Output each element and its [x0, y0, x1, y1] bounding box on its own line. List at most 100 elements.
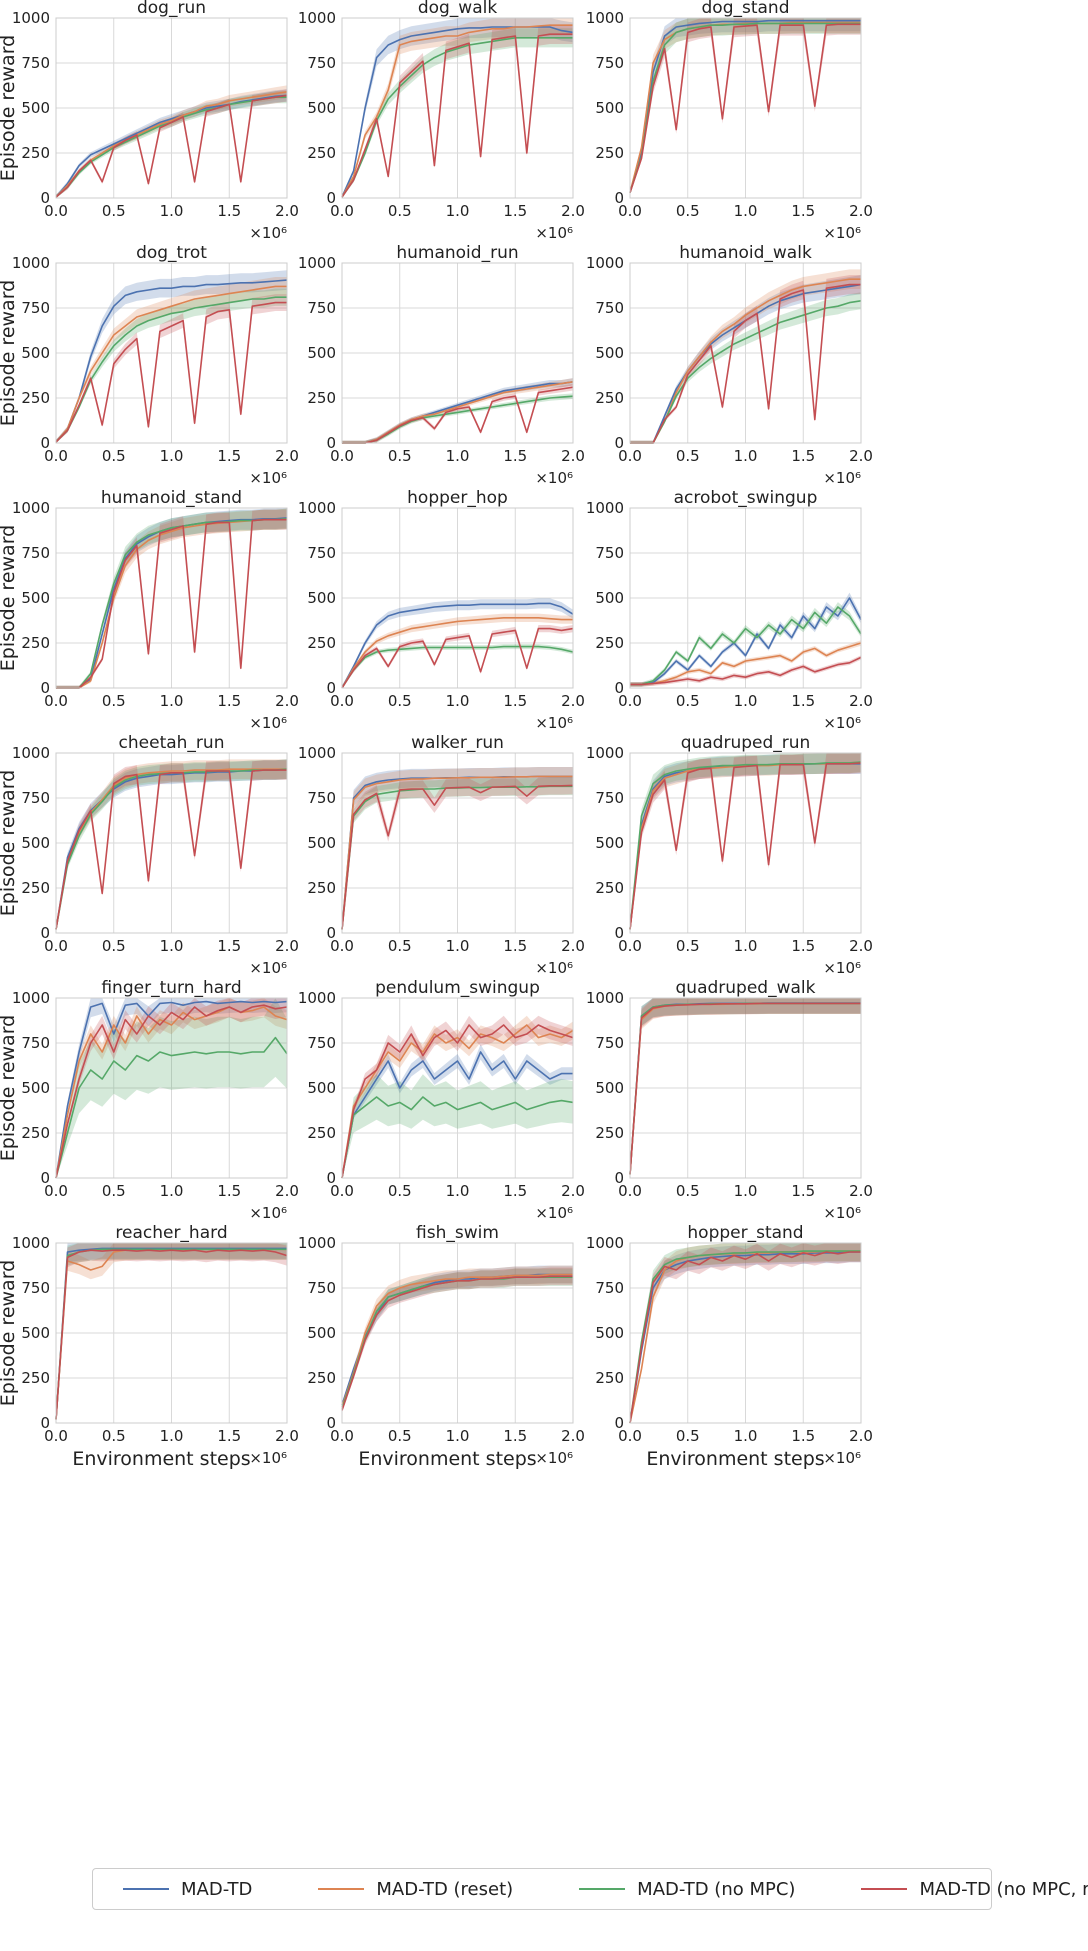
band-hopper_hop-0	[342, 598, 573, 688]
x-tick-label: 1.0	[160, 447, 184, 465]
x-tick-label: 1.0	[160, 1427, 184, 1445]
series-line-humanoid_walk-3	[630, 283, 861, 444]
band-pendulum_swingup-2	[342, 1074, 573, 1178]
series-line-acrobot_swingup-3	[630, 656, 862, 686]
x-tick-label: 1.5	[503, 202, 527, 220]
series-line-dog_stand-0	[629, 19, 861, 193]
axes-frame	[55, 1242, 288, 1424]
band-reacher_hard-1	[56, 1243, 287, 1422]
y-tick-label: 1000	[586, 1234, 624, 1252]
band-cheetah_run-3	[56, 760, 287, 932]
x-tick-label: 0.0	[44, 692, 68, 710]
y-tick-label: 1000	[12, 744, 50, 762]
y-tick-label: 250	[595, 879, 624, 897]
axes-frame	[629, 752, 862, 934]
band-humanoid_walk-0	[630, 275, 861, 443]
y-tick-label: 1000	[298, 9, 336, 27]
x-tick-label: 1.0	[446, 1182, 470, 1200]
series-line-dog_stand-1	[629, 21, 861, 193]
legend-label: MAD-TD (no MPC)	[637, 1878, 796, 1900]
x-axis-label: Environment steps	[358, 1448, 536, 1470]
x-multiplier-label: ×10⁶	[249, 714, 287, 732]
y-tick-label: 750	[595, 54, 624, 72]
y-tick-label: 0	[614, 189, 624, 207]
y-tick-label: 0	[614, 924, 624, 942]
series-line-humanoid_stand-2	[56, 518, 288, 689]
axes-frame	[55, 752, 288, 934]
y-tick-label: 500	[21, 589, 50, 607]
x-tick-label: 1.5	[217, 937, 241, 955]
x-tick-label: 0.0	[618, 447, 642, 465]
y-tick-label: 750	[595, 544, 624, 562]
x-tick-label: 2.0	[561, 1182, 585, 1200]
band-quadruped_run-2	[630, 753, 861, 932]
band-humanoid_stand-0	[56, 508, 287, 688]
band-quadruped_walk-0	[630, 998, 861, 1177]
legend-swatch	[579, 1888, 626, 1890]
y-tick-label: 0	[326, 1414, 336, 1432]
x-tick-label: 0.0	[618, 1182, 642, 1200]
x-tick-label: 2.0	[849, 202, 873, 220]
series-line-dog_walk-1	[341, 24, 573, 198]
axes-frame	[629, 1242, 862, 1424]
band-hopper_hop-2	[342, 644, 573, 688]
x-tick-label: 0.5	[676, 1427, 700, 1445]
series-line-humanoid_run-3	[342, 386, 574, 444]
band-hopper_stand-0	[630, 1243, 861, 1423]
band-fish_swim-0	[342, 1265, 573, 1408]
band-quadruped_walk-3	[630, 998, 861, 1177]
x-tick-label: 1.0	[734, 1182, 758, 1200]
x-axis-label: Environment steps	[72, 1448, 250, 1470]
series-line-reacher_hard-0	[55, 1247, 287, 1420]
band-dog_run-1	[56, 85, 287, 198]
x-tick-label: 1.5	[791, 202, 815, 220]
x-tick-label: 0.5	[388, 692, 412, 710]
band-hopper_stand-1	[630, 1243, 861, 1423]
x-tick-label: 0.0	[618, 1427, 642, 1445]
band-walker_run-0	[342, 767, 573, 932]
y-tick-label: 750	[307, 544, 336, 562]
y-tick-label: 750	[595, 299, 624, 317]
band-dog_trot-0	[56, 270, 287, 443]
series-line-walker_run-1	[341, 775, 573, 930]
y-axis-label: Episode reward	[0, 1015, 19, 1161]
x-tick-label: 0.5	[388, 202, 412, 220]
y-tick-label: 750	[307, 299, 336, 317]
x-tick-label: 1.0	[160, 1182, 184, 1200]
x-tick-label: 2.0	[561, 202, 585, 220]
y-tick-label: 0	[326, 1169, 336, 1187]
x-tick-label: 1.0	[446, 692, 470, 710]
y-tick-label: 500	[307, 834, 336, 852]
y-tick-label: 0	[326, 924, 336, 942]
y-tick-label: 1000	[12, 1234, 50, 1252]
y-tick-label: 0	[40, 189, 50, 207]
x-tick-label: 0.0	[44, 202, 68, 220]
y-tick-label: 0	[40, 1169, 50, 1187]
axes-frame	[55, 17, 288, 199]
x-tick-label: 0.5	[102, 937, 126, 955]
y-tick-label: 750	[595, 1034, 624, 1052]
y-tick-label: 500	[307, 99, 336, 117]
y-tick-label: 500	[307, 1079, 336, 1097]
y-tick-label: 500	[595, 589, 624, 607]
x-tick-label: 0.0	[330, 1182, 354, 1200]
axes-frame	[341, 17, 574, 199]
y-tick-label: 250	[595, 1124, 624, 1142]
x-multiplier-label: ×10⁶	[535, 1449, 573, 1467]
legend-label: MAD-TD	[181, 1878, 253, 1900]
legend: MAD-TD MAD-TD (reset) MAD-TD (no MPC) MAD-T…	[92, 1868, 1088, 1910]
x-tick-label: 1.5	[503, 692, 527, 710]
panel-title: fish_swim	[416, 1223, 499, 1243]
panel-title: hopper_hop	[407, 488, 508, 508]
panel-title: humanoid_walk	[679, 243, 812, 263]
y-tick-label: 500	[595, 1324, 624, 1342]
x-multiplier-label: ×10⁶	[535, 1204, 573, 1222]
y-tick-label: 1000	[298, 499, 336, 517]
y-tick-label: 1000	[586, 254, 624, 272]
legend-entry: MAD-TD (no MPC, reset)	[861, 1869, 1088, 1909]
x-tick-label: 1.0	[734, 447, 758, 465]
y-tick-label: 500	[307, 589, 336, 607]
band-fish_swim-3	[342, 1267, 573, 1413]
band-pendulum_swingup-3	[342, 1015, 573, 1178]
axes-frame	[629, 507, 862, 689]
